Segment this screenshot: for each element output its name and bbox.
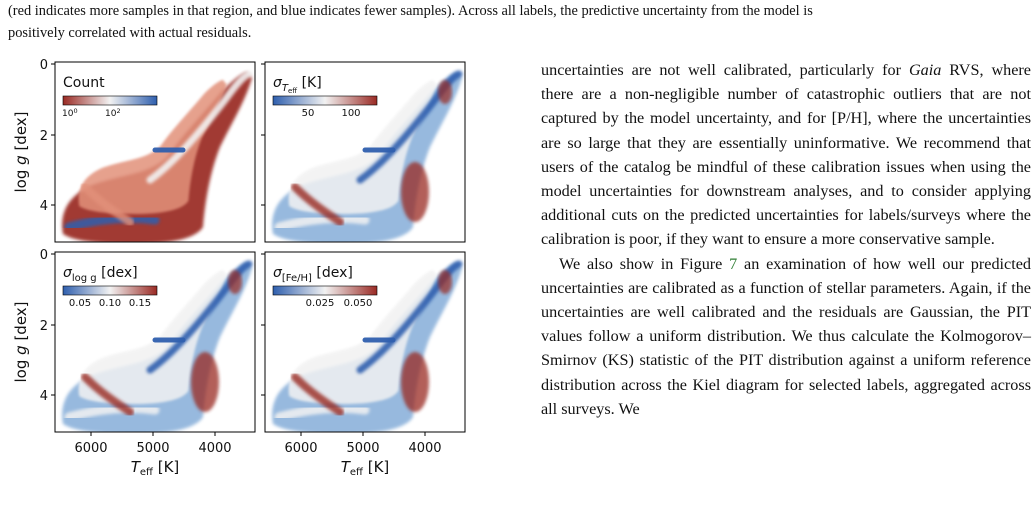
y-tick-bottom-2: 2 bbox=[40, 319, 48, 334]
colorbar-count-tick-2: 102 bbox=[105, 107, 121, 119]
kiel-diagram-figure: Count σTeff [K] σlog g [dex] σ[Fe/H] [de… bbox=[12, 58, 466, 478]
x-tick-left-4000: 4000 bbox=[198, 441, 231, 456]
cool-dwarf-region-3 bbox=[401, 352, 429, 412]
figure-caption: (red indicates more samples in that regi… bbox=[8, 0, 1028, 44]
colorbar-sigma-feh-tick-1: 0.025 bbox=[306, 298, 335, 309]
y-axis-label-bottom: log g [dex] bbox=[12, 301, 30, 382]
giant-branch-3 bbox=[356, 260, 463, 374]
density-core-3 bbox=[288, 269, 437, 404]
main-sequence-2 bbox=[64, 403, 160, 422]
y-axis-label-top: log g [dex] bbox=[12, 111, 30, 192]
body-text-column: uncertainties are not well calibrated, p… bbox=[541, 58, 1031, 421]
x-axis-label-left: Teff [K] bbox=[131, 458, 180, 478]
giant-branch-2 bbox=[146, 260, 253, 374]
turnoff-region-0 bbox=[81, 183, 134, 226]
gaia-italic: Gaia bbox=[908, 61, 942, 79]
density-core-2 bbox=[78, 269, 227, 404]
turnoff-region-1 bbox=[291, 183, 344, 226]
giant-branch-0 bbox=[146, 70, 253, 184]
tip-region-2 bbox=[228, 270, 242, 294]
caption-line-1: (red indicates more samples in that regi… bbox=[8, 3, 813, 19]
turnoff-region-2 bbox=[81, 373, 134, 416]
colorbar-sigma-teff-tick-2: 100 bbox=[341, 108, 360, 119]
colorbar-sigma-feh-tick-2: 0.050 bbox=[344, 298, 373, 309]
tip-region-1 bbox=[438, 80, 452, 104]
tip-region-3 bbox=[438, 270, 452, 294]
colorbar-count bbox=[62, 95, 158, 106]
panel-sigma-teff-density bbox=[272, 70, 463, 242]
colorbar-sigma-logg-tick-2: 0.10 bbox=[99, 298, 121, 309]
figure-7-link[interactable]: 7 bbox=[729, 254, 738, 273]
panel-sigma-feh-title: σ[Fe/H] [dex] bbox=[273, 265, 353, 284]
y-tick-bottom-4: 4 bbox=[40, 389, 48, 404]
caption-line-2: positively correlated with actual residu… bbox=[8, 25, 252, 41]
giant-branch-1 bbox=[356, 70, 463, 184]
x-tick-right-6000: 6000 bbox=[284, 441, 317, 456]
main-sequence-3 bbox=[274, 403, 370, 422]
panel-count-title: Count bbox=[63, 75, 105, 91]
colorbar-sigma-logg-tick-1: 0.05 bbox=[69, 298, 91, 309]
main-sequence-1 bbox=[274, 213, 370, 232]
panel-sigma-logg-density bbox=[62, 260, 253, 432]
colorbar-sigma-logg-tick-3: 0.15 bbox=[129, 298, 151, 309]
panel-count-density bbox=[62, 70, 253, 242]
x-axis-label-right: Teff [K] bbox=[341, 458, 390, 478]
colorbar-sigma-logg bbox=[62, 285, 158, 296]
cool-dwarf-region-2 bbox=[191, 352, 219, 412]
colorbar-sigma-feh bbox=[272, 285, 378, 296]
x-tick-right-5000: 5000 bbox=[346, 441, 379, 456]
panel-sigma-teff-title: σTeff [K] bbox=[273, 75, 322, 95]
turnoff-region-3 bbox=[291, 373, 344, 416]
main-sequence-0 bbox=[64, 213, 160, 232]
colorbar-sigma-teff-tick-1: 50 bbox=[302, 108, 315, 119]
x-tick-left-6000: 6000 bbox=[74, 441, 107, 456]
y-tick-top-0: 0 bbox=[40, 58, 48, 73]
colorbar-sigma-teff bbox=[272, 95, 378, 106]
x-tick-left-5000: 5000 bbox=[136, 441, 169, 456]
x-tick-right-4000: 4000 bbox=[408, 441, 441, 456]
paragraph-1: uncertainties are not well calibrated, p… bbox=[541, 61, 1031, 249]
density-core-1 bbox=[288, 79, 437, 214]
y-tick-bottom-0: 0 bbox=[40, 248, 48, 263]
panel-sigma-logg-title: σlog g [dex] bbox=[63, 265, 138, 284]
colorbar-count-tick-1: 100 bbox=[62, 107, 78, 119]
y-tick-top-4: 4 bbox=[40, 199, 48, 214]
cool-dwarf-region-1 bbox=[401, 162, 429, 222]
panel-sigma-feh-density bbox=[272, 260, 463, 432]
y-tick-top-2: 2 bbox=[40, 129, 48, 144]
density-core-0 bbox=[78, 79, 227, 214]
paragraph-2: We also show in Figure 7 an examination … bbox=[541, 254, 1031, 418]
